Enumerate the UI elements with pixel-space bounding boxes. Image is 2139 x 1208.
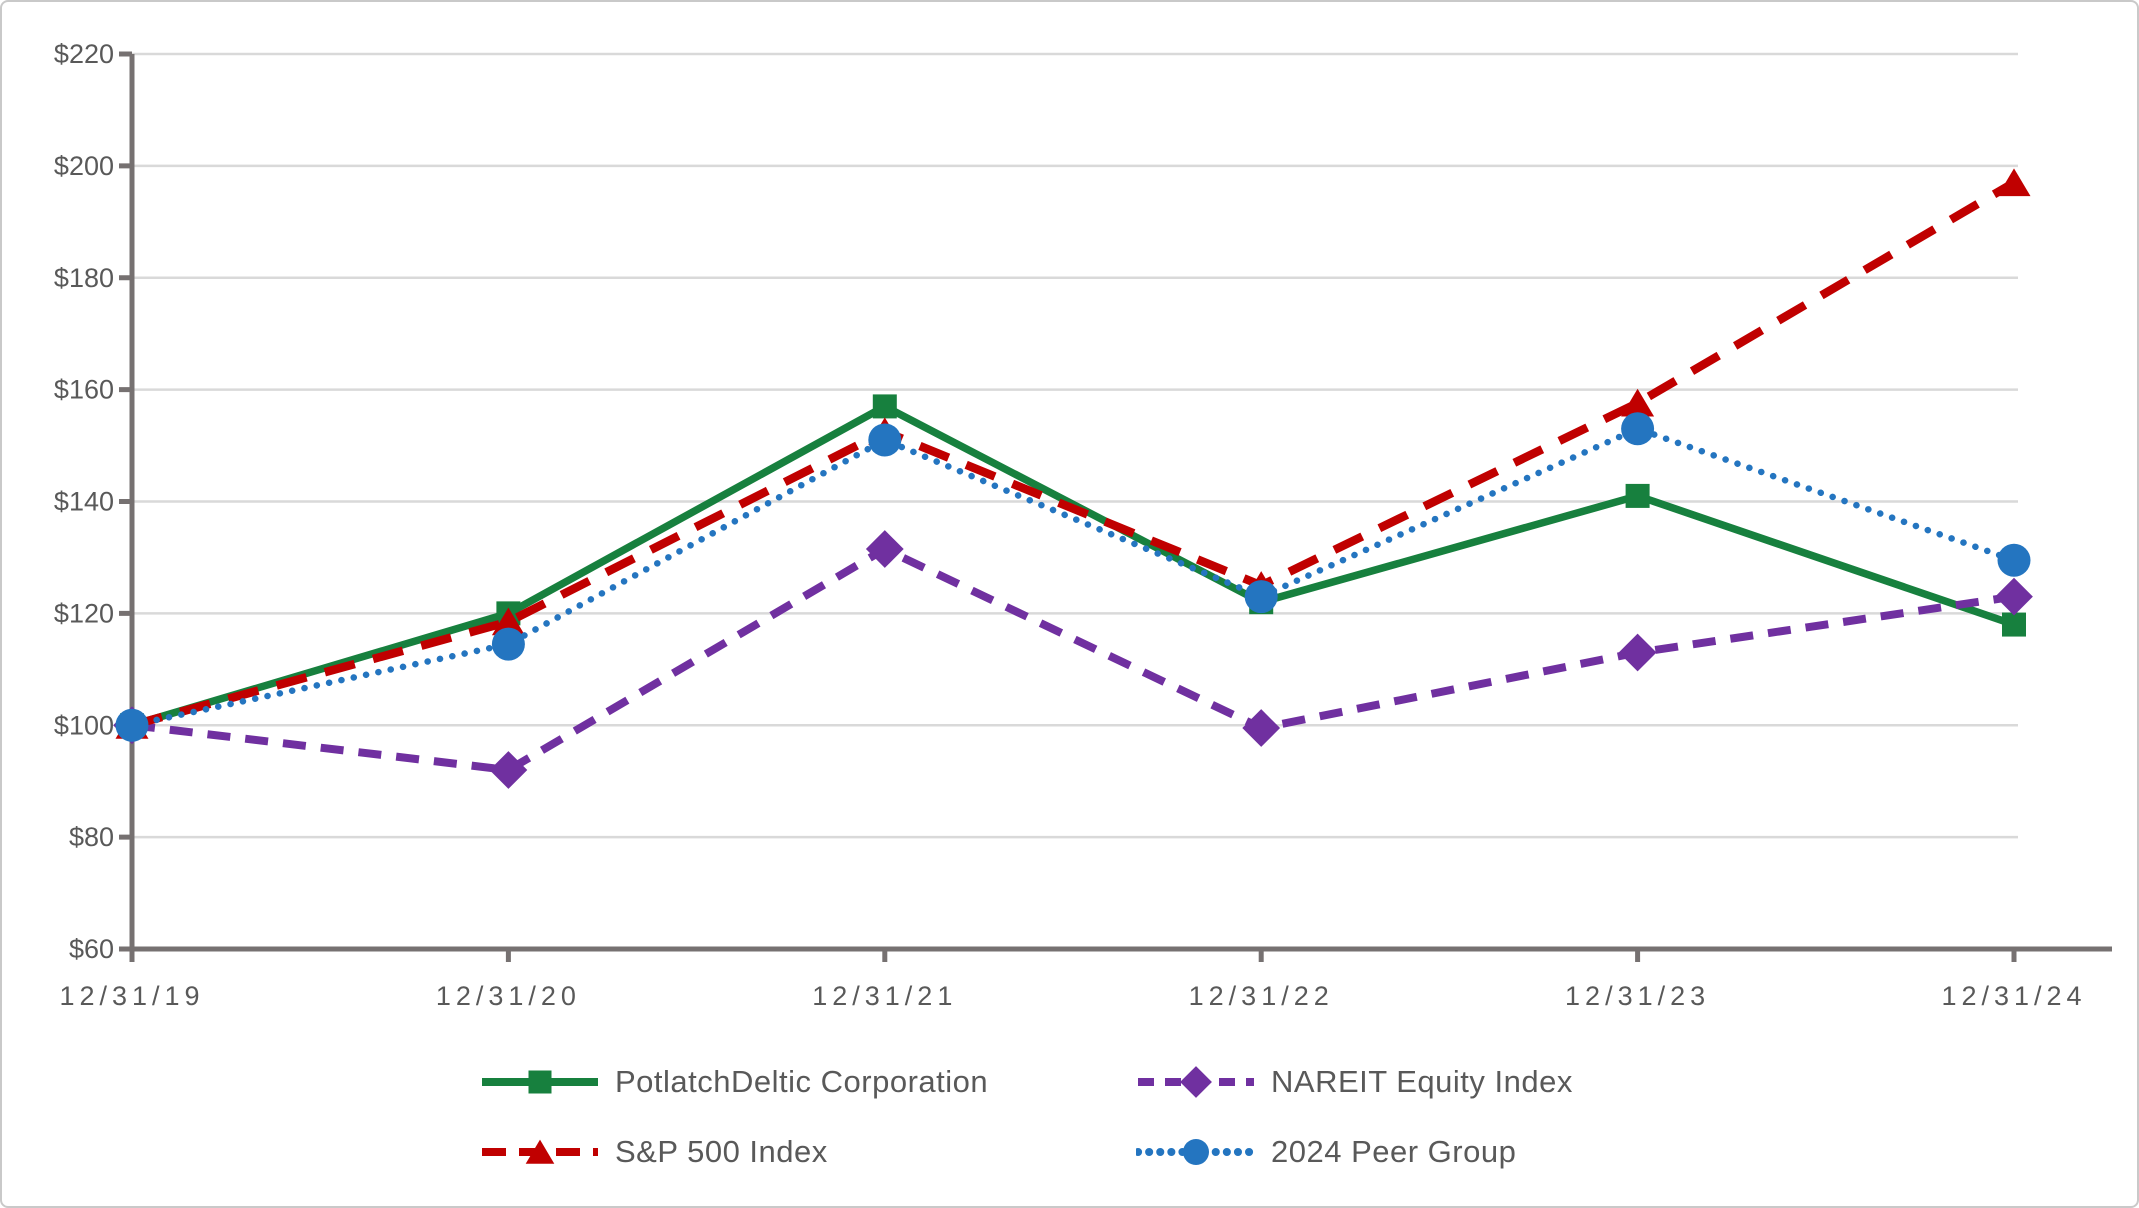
legend-item-nareit-equity-index: NAREIT Equity Index [1136,1058,1573,1106]
square-marker [528,1070,552,1094]
data-point-s-p-500-index [491,607,525,636]
diamond-marker [1180,1066,1212,1098]
data-point-s-p-500-index [1997,168,2031,197]
y-axis-label: $160 [54,375,114,405]
series-line-potlatchdeltic-corporation [130,402,2016,729]
data-point-2024-peer-group [868,423,902,457]
x-axis-label: 12/31/21 [812,981,957,1011]
y-axis-label: $100 [54,710,114,740]
legend-marker-square-icon [482,1070,598,1094]
triangle-marker [525,1139,555,1164]
data-point-potlatchdeltic-corporation [872,394,897,419]
data-point-2024-peer-group [1621,412,1655,446]
data-point-2024-peer-group [491,627,525,661]
legend-label: PotlatchDeltic Corporation [615,1064,989,1099]
legend-label: S&P 500 Index [615,1134,828,1169]
circle-marker [1183,1139,1209,1165]
legend-marker-triangle-icon [482,1139,598,1164]
legend-label: 2024 Peer Group [1271,1134,1517,1169]
x-axis-label: 12/31/24 [1941,981,2086,1011]
data-point-potlatchdeltic-corporation [1625,483,1650,508]
data-point-nareit-equity-index [1242,709,1281,747]
legend-marker-diamond-icon [1138,1066,1254,1098]
data-point-nareit-equity-index [489,751,528,789]
data-point-nareit-equity-index [1995,577,2033,616]
legend-item-potlatchdeltic-corporation: PotlatchDeltic Corporation [480,1058,1136,1106]
y-axis-label: $120 [54,598,114,628]
series-line-nareit-equity-index [131,544,2015,775]
data-point-2024-peer-group [115,708,149,742]
legend-item-sp-500-index: S&P 500 Index [480,1128,1136,1176]
series-line-2024-peer-group [128,425,2018,729]
y-axis-label: $60 [69,934,114,964]
data-point-s-p-500-index [1621,388,1655,417]
data-point-potlatchdeltic-corporation [2002,612,2026,637]
x-axis-label: 12/31/23 [1565,981,1710,1011]
y-axis-label: $220 [54,39,114,69]
legend-label: NAREIT Equity Index [1271,1064,1573,1099]
x-axis-label: 12/31/20 [436,981,581,1011]
y-axis-label: $180 [54,263,114,293]
data-point-2024-peer-group [1997,543,2031,577]
y-axis-label: $140 [54,487,114,517]
legend-marker-circle-icon [1136,1139,1256,1165]
x-axis-label: 12/31/22 [1189,981,1334,1011]
chart-legend: PotlatchDeltic Corporation NAREIT Equity… [480,1058,1573,1176]
series-line-s-p-500-index [130,178,2017,730]
data-point-2024-peer-group [1244,580,1278,614]
legend-item-2024-peer-group: 2024 Peer Group [1136,1128,1573,1176]
data-point-nareit-equity-index [1618,633,1657,672]
y-axis-label: $80 [69,822,114,852]
x-axis-label: 12/31/19 [59,981,204,1011]
y-axis-label: $200 [54,151,114,181]
data-point-nareit-equity-index [865,530,904,568]
